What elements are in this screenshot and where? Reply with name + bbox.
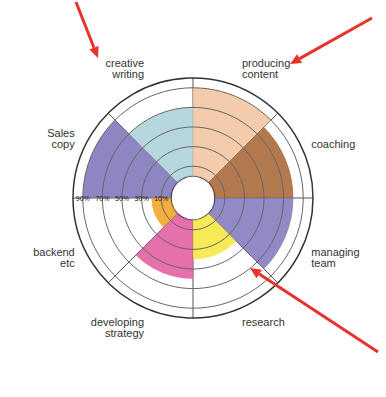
svg-text:Sales: Sales: [47, 126, 75, 139]
svg-text:30%: 30%: [135, 195, 149, 202]
svg-text:developing: developing: [90, 315, 144, 328]
svg-text:creative: creative: [105, 57, 144, 70]
svg-text:research: research: [242, 316, 285, 328]
svg-text:coaching: coaching: [311, 138, 355, 150]
svg-text:producing: producing: [242, 57, 291, 70]
svg-text:70%: 70%: [95, 195, 109, 202]
svg-text:backend: backend: [33, 246, 75, 259]
svg-text:strategy: strategy: [105, 327, 145, 339]
svg-text:managing: managing: [311, 246, 360, 259]
svg-text:50%: 50%: [115, 195, 129, 202]
svg-text:team: team: [311, 257, 335, 269]
svg-text:90%: 90%: [76, 195, 90, 202]
svg-text:writing: writing: [111, 68, 144, 80]
svg-text:copy: copy: [51, 138, 75, 150]
svg-text:10%: 10%: [154, 195, 168, 202]
svg-text:etc: etc: [60, 257, 75, 269]
svg-text:content: content: [242, 68, 278, 80]
